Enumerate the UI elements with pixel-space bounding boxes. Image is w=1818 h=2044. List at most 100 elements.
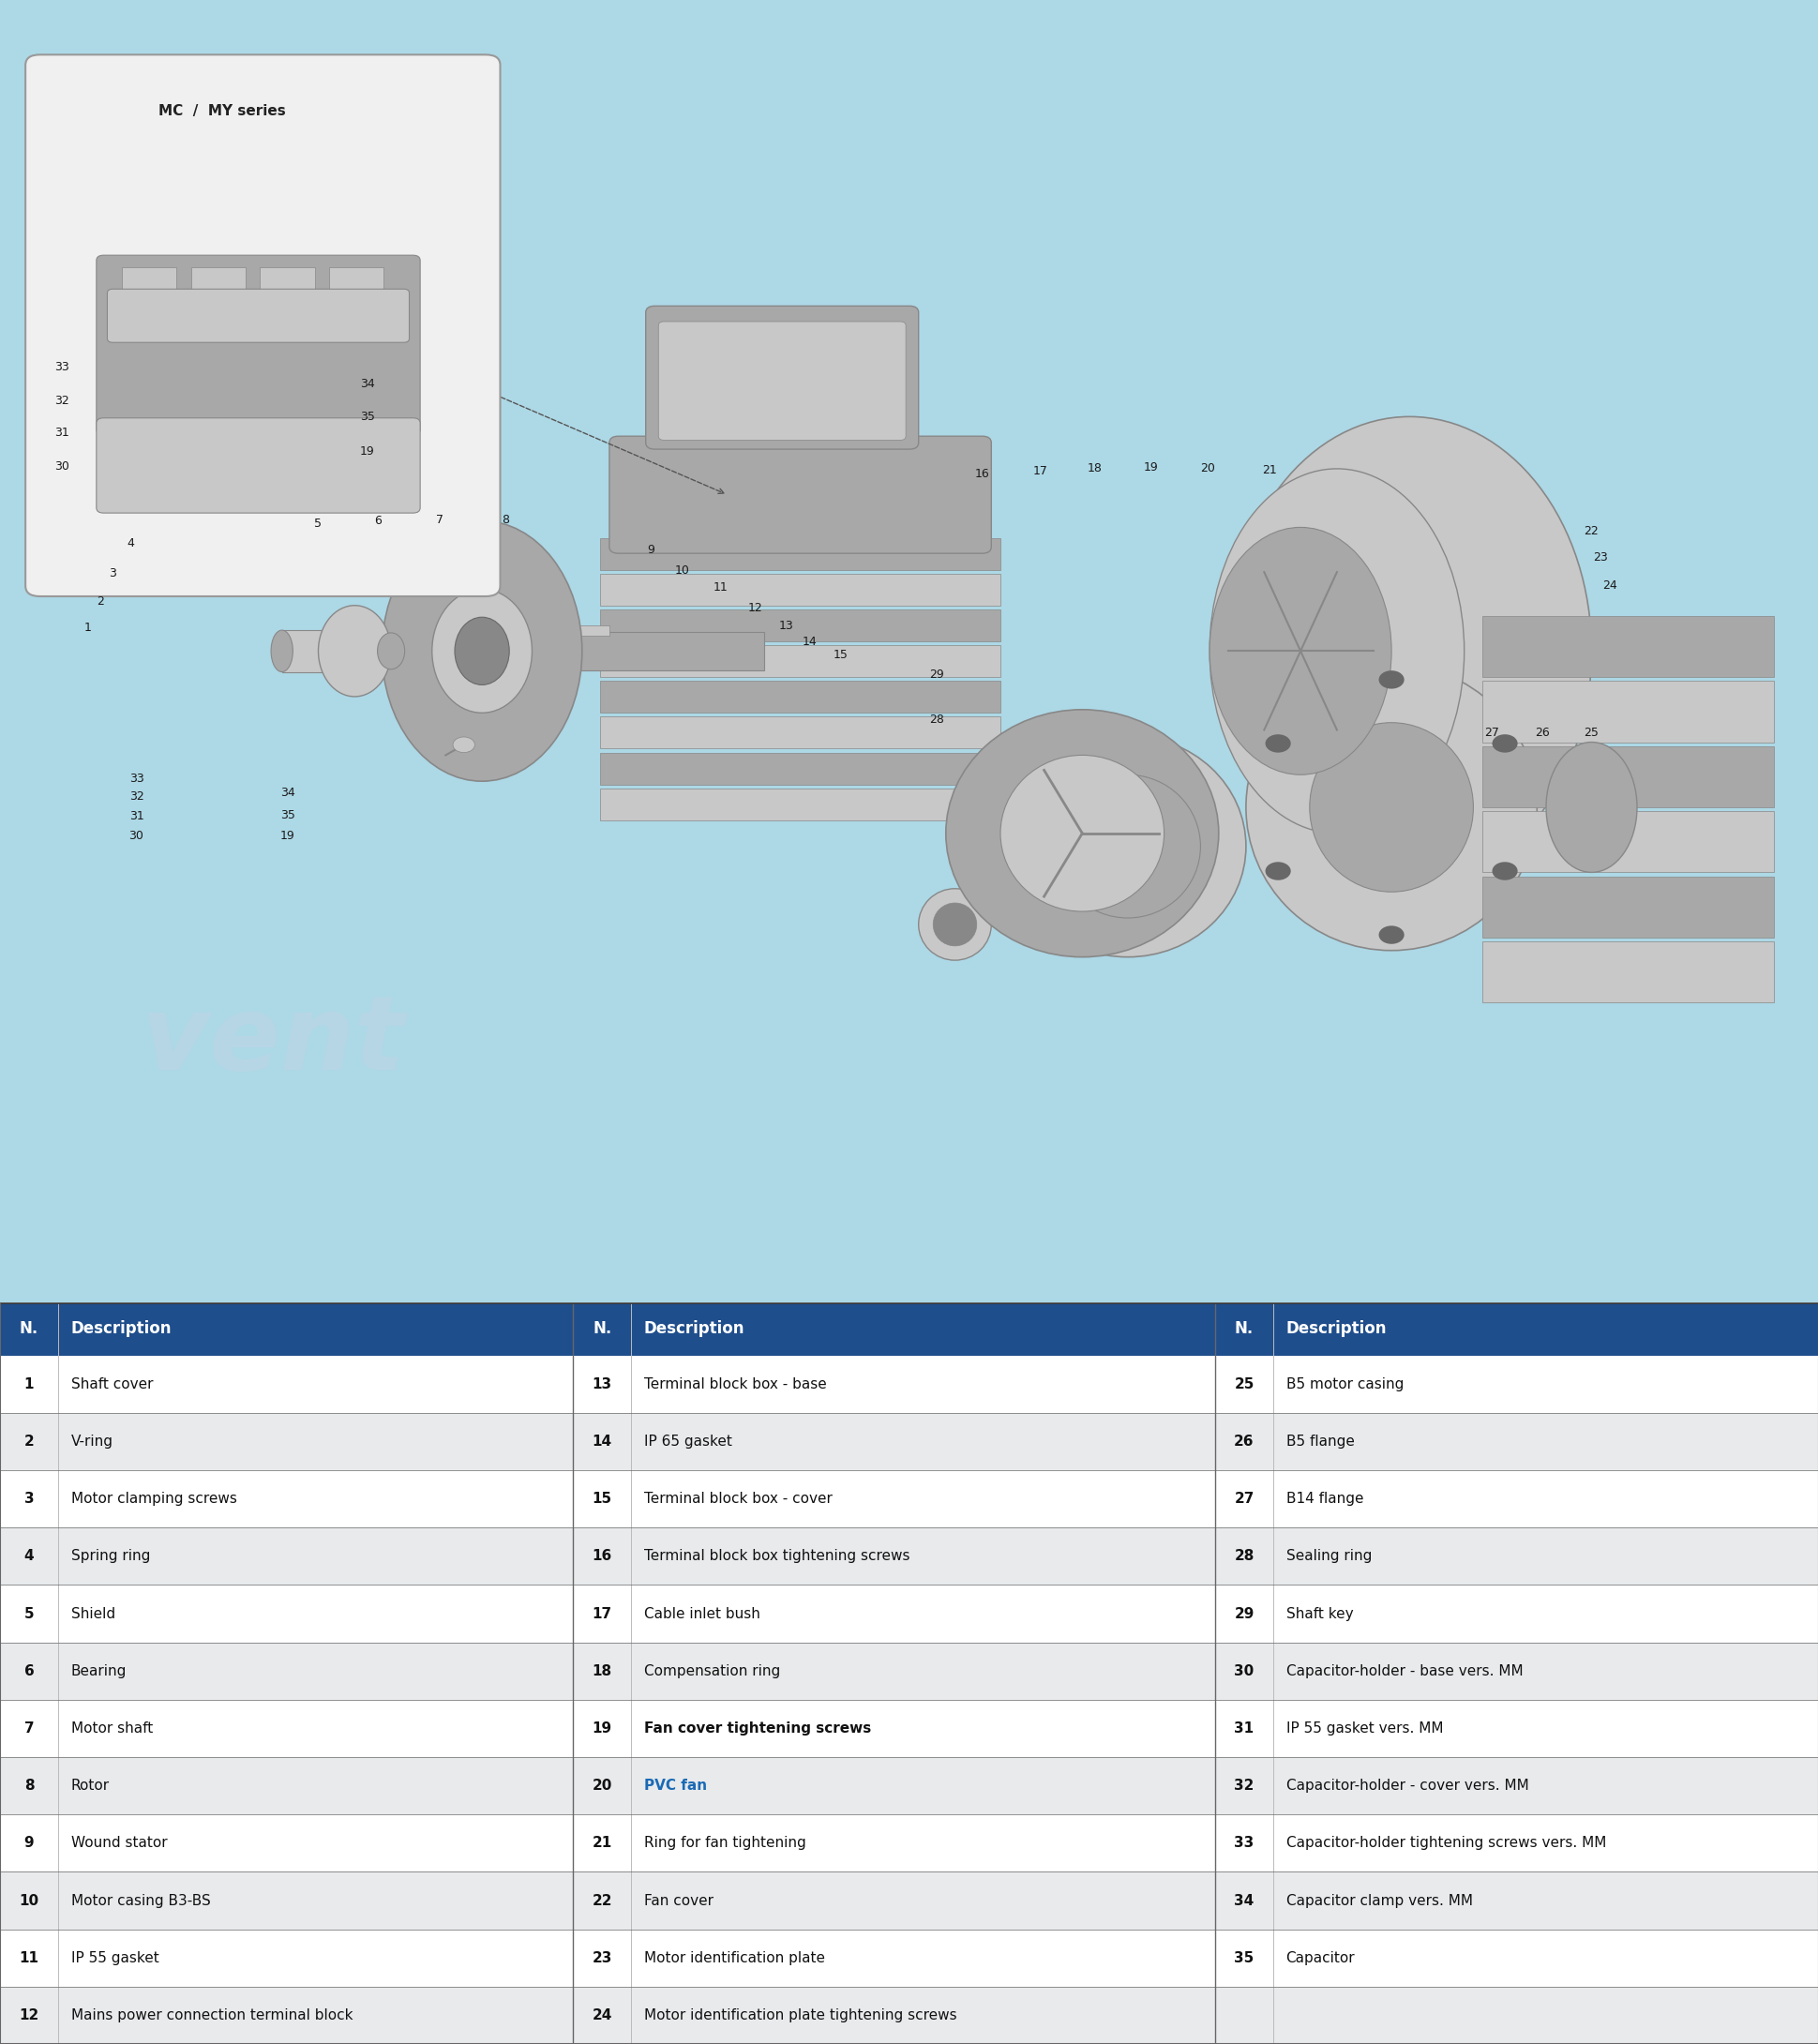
Text: 29: 29 xyxy=(929,668,944,681)
Bar xyxy=(0,1815,1818,1872)
Text: Fan cover tightening screws: Fan cover tightening screws xyxy=(644,1721,871,1735)
Text: 11: 11 xyxy=(713,580,727,593)
Ellipse shape xyxy=(382,521,582,781)
Text: 29: 29 xyxy=(1233,1607,1254,1621)
Text: 34: 34 xyxy=(1234,1893,1253,1907)
Text: 1: 1 xyxy=(84,621,91,634)
Circle shape xyxy=(1265,863,1291,881)
Text: B14 flange: B14 flange xyxy=(1285,1492,1364,1506)
Text: IP 55 gasket: IP 55 gasket xyxy=(71,1950,158,1964)
FancyBboxPatch shape xyxy=(96,256,420,435)
FancyBboxPatch shape xyxy=(645,307,918,450)
Text: 33: 33 xyxy=(55,362,69,374)
Text: Shield: Shield xyxy=(71,1607,115,1621)
Text: Ring for fan tightening: Ring for fan tightening xyxy=(644,1836,805,1850)
Text: 4: 4 xyxy=(24,1549,35,1564)
Text: 25: 25 xyxy=(1233,1378,1254,1392)
Text: Motor identification plate tightening screws: Motor identification plate tightening sc… xyxy=(644,2009,956,2022)
Text: 32: 32 xyxy=(1233,1778,1254,1793)
Bar xyxy=(600,752,1000,785)
Bar xyxy=(260,268,315,300)
Text: 35: 35 xyxy=(280,809,295,822)
Text: 26: 26 xyxy=(1233,1435,1254,1449)
Text: Bearing: Bearing xyxy=(71,1664,127,1678)
Text: Wound stator: Wound stator xyxy=(71,1836,167,1850)
Text: Fan cover: Fan cover xyxy=(644,1893,713,1907)
Bar xyxy=(0,1987,1818,2044)
Bar xyxy=(600,717,1000,748)
Bar xyxy=(600,609,1000,642)
Bar xyxy=(1482,615,1773,677)
Text: 5: 5 xyxy=(315,517,322,529)
Text: PVC fan: PVC fan xyxy=(644,1778,707,1793)
Text: IP 55 gasket vers. MM: IP 55 gasket vers. MM xyxy=(1285,1721,1442,1735)
Text: 25: 25 xyxy=(1583,728,1598,740)
Text: 35: 35 xyxy=(360,411,375,423)
Text: 7: 7 xyxy=(24,1721,35,1735)
Text: 26: 26 xyxy=(1534,728,1549,740)
Text: 34: 34 xyxy=(280,787,295,799)
Text: Compensation ring: Compensation ring xyxy=(644,1664,780,1678)
Text: 34: 34 xyxy=(360,378,375,390)
Text: 13: 13 xyxy=(593,1378,611,1392)
Bar xyxy=(0,1758,1818,1815)
Bar xyxy=(600,681,1000,713)
Text: Description: Description xyxy=(1285,1320,1385,1337)
Text: 11: 11 xyxy=(20,1950,38,1964)
Text: 21: 21 xyxy=(593,1836,611,1850)
Bar xyxy=(1482,942,1773,1002)
Bar xyxy=(122,268,176,300)
Text: 30: 30 xyxy=(55,460,69,472)
Text: 8: 8 xyxy=(502,513,509,525)
Text: Motor casing B3-BS: Motor casing B3-BS xyxy=(71,1893,211,1907)
Text: 10: 10 xyxy=(20,1893,38,1907)
Text: Motor clamping screws: Motor clamping screws xyxy=(71,1492,236,1506)
Ellipse shape xyxy=(378,634,405,668)
Text: Rotor: Rotor xyxy=(71,1778,109,1793)
Text: Capacitor-holder - cover vers. MM: Capacitor-holder - cover vers. MM xyxy=(1285,1778,1527,1793)
Text: 3: 3 xyxy=(109,566,116,578)
Bar xyxy=(0,1302,1818,1355)
Circle shape xyxy=(1378,926,1403,944)
Text: B5 motor casing: B5 motor casing xyxy=(1285,1378,1403,1392)
Text: vent: vent xyxy=(125,1727,420,1842)
Text: 5: 5 xyxy=(24,1607,35,1621)
Text: Motor shaft: Motor shaft xyxy=(71,1721,153,1735)
Bar xyxy=(327,632,764,670)
Text: Mains power connection terminal block: Mains power connection terminal block xyxy=(71,2009,353,2022)
Text: 19: 19 xyxy=(360,446,375,458)
Text: 21: 21 xyxy=(1262,464,1276,476)
Text: 30: 30 xyxy=(129,830,144,842)
Text: Capacitor-holder - base vers. MM: Capacitor-holder - base vers. MM xyxy=(1285,1664,1522,1678)
Text: 20: 20 xyxy=(1200,462,1214,474)
Text: 31: 31 xyxy=(55,427,69,437)
Text: V-ring: V-ring xyxy=(71,1435,113,1449)
Ellipse shape xyxy=(1209,468,1463,834)
Bar xyxy=(0,1470,1818,1527)
Text: Capacitor clamp vers. MM: Capacitor clamp vers. MM xyxy=(1285,1893,1473,1907)
Text: 14: 14 xyxy=(802,636,816,648)
Bar xyxy=(0,1641,1818,1701)
Ellipse shape xyxy=(1545,742,1636,873)
Bar xyxy=(0,1355,1818,1412)
Text: 33: 33 xyxy=(129,773,144,785)
Bar xyxy=(0,1701,1818,1758)
Text: 16: 16 xyxy=(974,468,989,480)
Bar xyxy=(1482,681,1773,742)
Bar xyxy=(0,1872,1818,1930)
Text: Capacitor: Capacitor xyxy=(1285,1950,1354,1964)
Text: MC  /  MY series: MC / MY series xyxy=(158,104,285,119)
Circle shape xyxy=(1378,670,1403,689)
Text: Terminal block box - base: Terminal block box - base xyxy=(644,1378,825,1392)
Text: Description: Description xyxy=(71,1320,171,1337)
Circle shape xyxy=(1265,734,1291,752)
Text: 15: 15 xyxy=(833,648,847,660)
Text: 32: 32 xyxy=(55,394,69,407)
Text: 2: 2 xyxy=(96,595,104,607)
Text: 3: 3 xyxy=(24,1492,35,1506)
Bar xyxy=(0,1584,1818,1641)
Text: 19: 19 xyxy=(1144,462,1158,474)
Text: 24: 24 xyxy=(591,2009,613,2022)
Text: 23: 23 xyxy=(591,1950,613,1964)
Text: 13: 13 xyxy=(778,619,793,632)
